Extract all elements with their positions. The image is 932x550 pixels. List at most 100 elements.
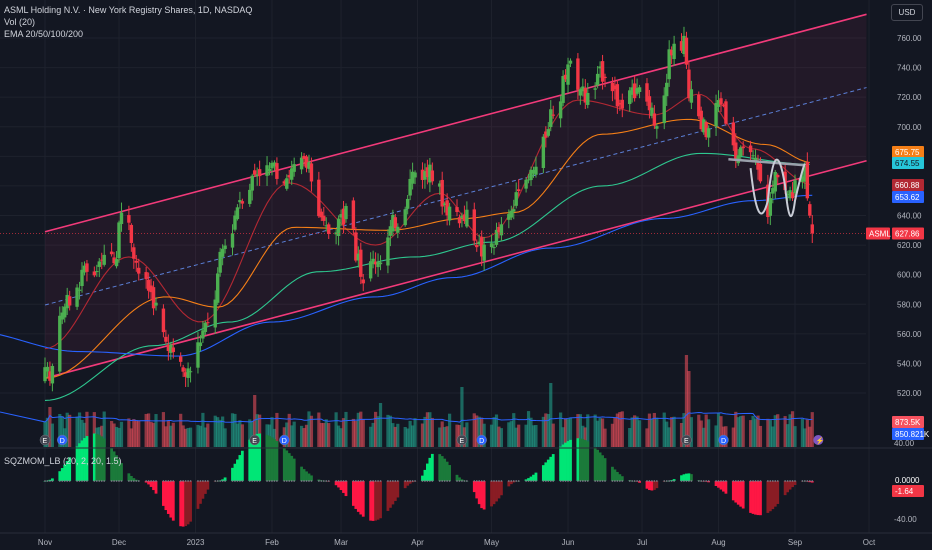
volume-bar bbox=[559, 412, 563, 447]
squeeze-dot bbox=[359, 480, 362, 482]
candle-body bbox=[455, 207, 459, 213]
squeeze-dot bbox=[665, 480, 668, 482]
squeeze-dot bbox=[411, 480, 414, 482]
volume-bar bbox=[531, 425, 536, 447]
momentum-bar bbox=[475, 481, 479, 499]
pattern-drawing bbox=[728, 158, 806, 218]
volume-bar bbox=[549, 383, 553, 447]
candle-body bbox=[428, 164, 432, 183]
currency-button[interactable]: USD bbox=[891, 4, 923, 21]
momentum-bar bbox=[391, 481, 395, 505]
squeeze-dot bbox=[317, 480, 320, 482]
squeeze-dot bbox=[231, 480, 234, 482]
candle-body bbox=[233, 215, 237, 230]
candle-body bbox=[250, 175, 254, 191]
candle-body bbox=[576, 58, 580, 90]
momentum-bar bbox=[337, 481, 340, 488]
volume-bar bbox=[171, 422, 175, 447]
candle-body bbox=[235, 207, 240, 220]
momentum-bar bbox=[549, 456, 553, 481]
candle-body bbox=[704, 122, 708, 138]
candle-body bbox=[457, 217, 462, 224]
candle-body bbox=[475, 244, 479, 248]
candle-body bbox=[672, 43, 676, 60]
volume-bar bbox=[785, 424, 790, 447]
volume-bar bbox=[805, 419, 809, 447]
price-axis-tick: 640.00 bbox=[897, 212, 922, 221]
volume-label-1: 850.821K bbox=[892, 428, 930, 440]
price-axis-tick: 720.00 bbox=[897, 93, 922, 102]
squeeze-dot bbox=[739, 480, 742, 482]
squeeze-dot bbox=[78, 480, 81, 482]
squeeze-dot bbox=[120, 480, 123, 482]
momentum-bar bbox=[561, 444, 565, 481]
volume-bar bbox=[250, 421, 254, 447]
volume-bar bbox=[788, 414, 792, 447]
volume-bar bbox=[758, 425, 763, 447]
candle-body bbox=[378, 262, 383, 265]
volume-bar bbox=[509, 421, 513, 447]
volume-bar bbox=[48, 407, 52, 447]
squeeze-dot bbox=[184, 480, 187, 482]
event-marker-letter: E bbox=[43, 438, 48, 445]
momentum-bar bbox=[534, 472, 538, 481]
candle-body bbox=[669, 49, 674, 56]
squeeze-dot bbox=[335, 480, 338, 482]
candle-body bbox=[134, 260, 138, 263]
sqzmom-legend[interactable]: SQZMOM_LB (20, 2, 20, 1.5) bbox=[4, 456, 122, 466]
volume-bar bbox=[455, 424, 459, 447]
volume-bar bbox=[635, 416, 639, 447]
momentum-bar bbox=[379, 481, 382, 519]
momentum-bar bbox=[68, 457, 72, 481]
squeeze-dot bbox=[271, 480, 273, 482]
momentum-bar bbox=[786, 481, 789, 493]
momentum-bar bbox=[731, 481, 735, 501]
candle-body bbox=[544, 131, 548, 138]
ema-50-line bbox=[44, 118, 810, 379]
momentum-bar bbox=[618, 474, 622, 481]
momentum-bar bbox=[97, 434, 101, 481]
candle-body bbox=[85, 263, 89, 272]
candle-body bbox=[223, 245, 227, 250]
squeeze-dot bbox=[132, 480, 135, 482]
squeeze-dot bbox=[374, 480, 377, 482]
squeeze-dot bbox=[320, 480, 323, 482]
momentum-bar bbox=[766, 481, 770, 513]
squeeze-dot bbox=[525, 480, 527, 482]
volume-bar bbox=[161, 412, 166, 447]
squeeze-dot bbox=[394, 480, 397, 482]
candle-body bbox=[336, 218, 341, 236]
candle-body bbox=[275, 163, 279, 179]
volume-bar bbox=[702, 427, 706, 447]
candle-body bbox=[413, 172, 417, 178]
volume-bar bbox=[600, 418, 605, 447]
candle-body bbox=[706, 128, 711, 138]
squeeze-dot bbox=[500, 480, 503, 482]
ema-legend[interactable]: EMA 20/50/100/200 bbox=[4, 29, 84, 39]
momentum-bar bbox=[374, 481, 377, 521]
price-axis-tick: 760.00 bbox=[897, 34, 922, 43]
volume-legend[interactable]: Vol (20) bbox=[4, 17, 36, 27]
candle-body bbox=[734, 142, 738, 162]
volume-bar bbox=[391, 423, 395, 447]
momentum-bar bbox=[650, 481, 654, 491]
volume-bar bbox=[341, 418, 346, 447]
volume-bar bbox=[551, 423, 555, 447]
time-axis-tick: Jun bbox=[562, 538, 575, 547]
volume-bar bbox=[181, 425, 185, 447]
squeeze-dot bbox=[199, 480, 202, 482]
squeeze-dot bbox=[530, 480, 532, 482]
candle-body bbox=[368, 261, 373, 279]
volume-bar bbox=[369, 426, 373, 447]
time-axis-tick: Feb bbox=[265, 538, 279, 547]
squeeze-dot bbox=[308, 480, 310, 482]
candle-body bbox=[514, 192, 518, 206]
volume-bar bbox=[655, 417, 659, 447]
momentum-bar bbox=[648, 481, 651, 491]
squeeze-dot bbox=[389, 480, 392, 482]
candle-body bbox=[793, 180, 797, 194]
squeeze-dot bbox=[290, 480, 293, 482]
candle-body bbox=[652, 113, 657, 126]
momentum-bar bbox=[509, 481, 513, 485]
